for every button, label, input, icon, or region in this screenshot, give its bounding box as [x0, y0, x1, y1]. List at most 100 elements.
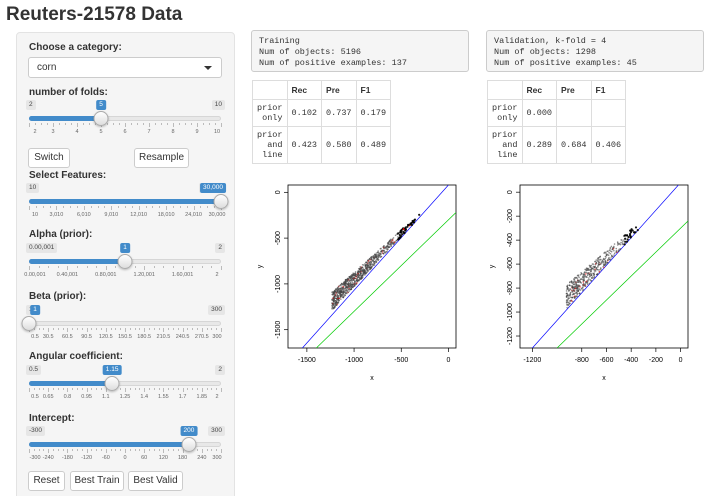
alpha-slider-tick: [57, 266, 59, 268]
data-point: [579, 281, 582, 284]
data-point: [396, 238, 400, 241]
data-point: [347, 286, 350, 289]
intercept-slider-tick: [139, 449, 141, 451]
blue-line: [301, 185, 449, 348]
best-train-button[interactable]: Best Train: [70, 471, 124, 491]
angular-slider-tick: [187, 388, 189, 390]
x-tick-label: -1200: [523, 357, 541, 364]
reset-button[interactable]: Reset: [28, 471, 65, 491]
beta-slider[interactable]: 1 300 1 0.530.560.590.5120.5150.5180.521…: [21, 305, 225, 345]
features-slider-tick: [186, 206, 188, 208]
beta-slider-tick: [105, 328, 107, 332]
folds-slider-tick: [65, 123, 66, 125]
data-point: [334, 297, 337, 300]
validation-title: Validation, k-fold = 4: [494, 36, 607, 46]
switch-button[interactable]: Switch: [28, 148, 70, 168]
angular-slider-ticks: [29, 388, 222, 392]
features-slider-handle[interactable]: [213, 194, 229, 209]
intercept-slider-tick: [120, 449, 122, 451]
data-point: [570, 296, 573, 299]
features-slider-tick: [138, 206, 140, 210]
table-cell: 0.684: [556, 126, 592, 164]
beta-slider-tick-label: 240.5: [175, 334, 190, 340]
data-point: [625, 234, 629, 237]
table-row: prior and line 0.423 0.580 0.489: [252, 126, 392, 164]
intercept-slider[interactable]: -300 300 200 -300 -240 -180 -120 -60 0 60 120 18…: [26, 426, 225, 466]
data-point: [581, 278, 584, 281]
data-point: [600, 269, 602, 271]
folds-slider-tick-label: 10: [213, 129, 221, 135]
alpha-slider[interactable]: 0.00,001 2 1 0.00,001 0.40,001 0.80,001 1.2…: [24, 243, 225, 283]
data-point: [569, 292, 572, 295]
features-label: Select Features:: [29, 170, 107, 181]
folds-slider-handle[interactable]: [93, 111, 109, 126]
angular-slider-tick: [86, 388, 88, 392]
table-row: prior only 0.102 0.737 0.179: [252, 99, 392, 127]
data-point: [366, 261, 368, 264]
table-cell: 0.102: [286, 99, 322, 127]
folds-slider-tick: [113, 123, 114, 125]
data-point: [370, 266, 372, 269]
data-point: [566, 306, 568, 309]
data-point: [377, 253, 380, 256]
x-tick-label: -500: [394, 357, 408, 364]
data-point: [588, 282, 591, 285]
data-point: [351, 274, 354, 276]
intercept-slider-handle[interactable]: [181, 437, 197, 452]
data-point: [407, 223, 410, 227]
data-point: [394, 234, 397, 237]
data-point: [586, 280, 589, 283]
data-point: [347, 278, 350, 280]
category-select[interactable]: corn: [28, 57, 222, 78]
beta-slider-handle[interactable]: [21, 316, 37, 331]
beta-slider-tick: [48, 328, 50, 332]
angular-slider-handle[interactable]: [104, 376, 120, 391]
beta-slider-tick: [221, 328, 222, 332]
data-point: [590, 277, 593, 279]
data-point: [581, 287, 583, 290]
data-point: [404, 229, 407, 232]
data-point: [364, 263, 366, 265]
data-point: [375, 252, 378, 254]
best-valid-button[interactable]: Best Valid: [128, 471, 183, 491]
data-point: [583, 285, 586, 287]
data-point: [334, 292, 336, 295]
alpha-slider-handle[interactable]: [117, 254, 133, 269]
intercept-slider-tick: [48, 449, 50, 453]
data-point: [594, 260, 597, 263]
beta-slider-track[interactable]: [29, 321, 221, 326]
features-slider-tick: [111, 206, 113, 210]
angular-slider[interactable]: 0.5 2 1.15 0.5 0.65 0.8 0.95 1.1 1.25 1.4 1.55 1…: [26, 365, 225, 405]
data-point: [352, 278, 355, 281]
folds-slider[interactable]: 2 10 5 2 3 4 5 6 7 8 9 10: [26, 100, 225, 140]
intercept-slider-tick: [221, 449, 222, 453]
data-point: [624, 240, 627, 243]
data-point: [376, 257, 379, 260]
features-slider[interactable]: 10 30,000 30,000 10 3,010 6,010 9,010 12,010…: [26, 183, 229, 223]
data-point: [335, 304, 338, 307]
table-cell: 0.489: [355, 126, 392, 164]
resample-button[interactable]: Resample: [134, 148, 189, 168]
y-tick-label: -600: [507, 257, 514, 271]
data-point: [636, 229, 639, 232]
data-point: [573, 279, 576, 281]
folds-slider-tick: [161, 123, 162, 125]
beta-slider-tick-label: 210.5: [156, 334, 171, 340]
data-point: [620, 241, 622, 244]
intercept-slider-tick: [29, 449, 30, 453]
y-axis-label: y: [489, 264, 496, 268]
green-line: [315, 212, 456, 348]
data-point: [586, 282, 589, 284]
data-point: [390, 243, 393, 246]
folds-slider-fill: [29, 116, 101, 121]
data-point: [337, 301, 340, 304]
data-point: [386, 250, 388, 253]
features-slider-tick-label: 30,000: [208, 212, 226, 218]
sidebar-panel: Choose a category: corn number of folds:…: [16, 32, 235, 496]
folds-slider-tick-label: 6: [123, 129, 127, 135]
data-point: [571, 293, 574, 296]
data-point: [576, 284, 579, 286]
beta-slider-tick-label: 180.5: [137, 334, 152, 340]
data-point: [581, 284, 584, 286]
data-point: [360, 277, 362, 279]
